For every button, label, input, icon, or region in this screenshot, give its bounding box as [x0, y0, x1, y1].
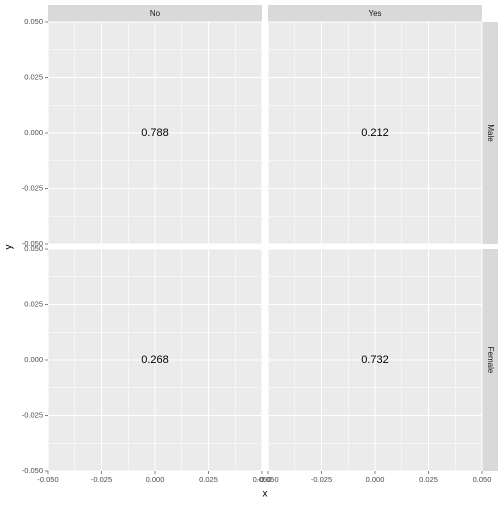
- y-tick-label: -0.025: [22, 183, 43, 192]
- y-tick-label: 0.000: [24, 355, 43, 364]
- x-tick-label: 0.000: [146, 475, 165, 484]
- y-tick-label: 0.050: [24, 244, 43, 253]
- value-label: 0.212: [361, 127, 389, 139]
- x-tick-label: 0.000: [366, 475, 385, 484]
- x-tick-label: 0.025: [199, 475, 218, 484]
- x-tick-label: 0.025: [419, 475, 438, 484]
- strip: [482, 249, 498, 471]
- y-tick-label: 0.025: [24, 299, 43, 308]
- x-tick-label: -0.050: [37, 475, 58, 484]
- y-tick-label: -0.025: [22, 410, 43, 419]
- y-tick-label: 0.025: [24, 72, 43, 81]
- y-axis-title: y: [4, 245, 15, 250]
- y-tick-label: -0.050: [22, 239, 43, 248]
- value-label: 0.268: [141, 354, 169, 366]
- strip-label: Male: [486, 124, 495, 142]
- strip: [48, 5, 262, 22]
- y-tick-label: 0.050: [24, 17, 43, 26]
- y-tick-label: 0.000: [24, 128, 43, 137]
- strip: [482, 22, 498, 244]
- x-tick-label: -0.025: [311, 475, 332, 484]
- value-label: 0.732: [361, 354, 389, 366]
- x-tick-label: -0.025: [91, 475, 112, 484]
- value-label: 0.788: [141, 127, 169, 139]
- x-tick-label: -0.050: [257, 475, 278, 484]
- x-axis-title: x: [263, 489, 268, 500]
- y-tick-label: -0.050: [22, 466, 43, 475]
- x-tick-label: 0.050: [473, 475, 492, 484]
- strip-label: Female: [486, 347, 495, 374]
- strip-label: Yes: [368, 9, 381, 18]
- x-tick-label: 0.050: [253, 475, 272, 484]
- strip: [268, 5, 482, 22]
- strip-label: No: [150, 9, 161, 18]
